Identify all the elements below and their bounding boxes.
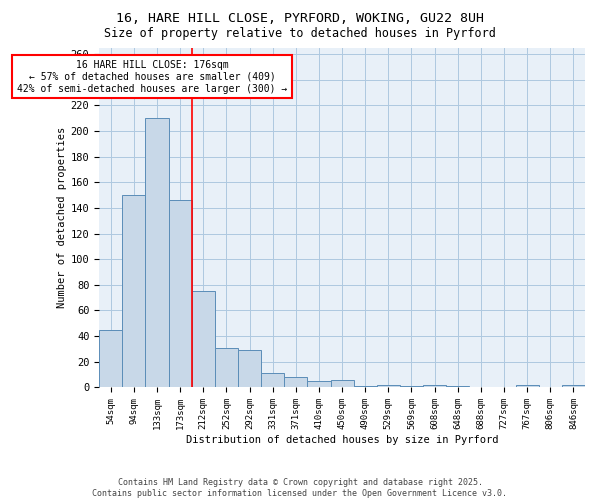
Bar (377, 385, 400, 388)
Bar (145, 118, 169, 388)
Text: Size of property relative to detached houses in Pyrford: Size of property relative to detached ho… (104, 28, 496, 40)
Bar (331, 380, 353, 388)
Bar (169, 200, 192, 388)
Bar (400, 386, 423, 388)
Bar (446, 386, 469, 388)
Text: Contains HM Land Registry data © Crown copyright and database right 2025.
Contai: Contains HM Land Registry data © Crown c… (92, 478, 508, 498)
Text: 16 HARE HILL CLOSE: 176sqm
← 57% of detached houses are smaller (409)
42% of sem: 16 HARE HILL CLOSE: 176sqm ← 57% of deta… (17, 60, 287, 94)
Bar (307, 381, 331, 388)
Y-axis label: Number of detached properties: Number of detached properties (56, 127, 67, 308)
Bar (215, 348, 238, 388)
X-axis label: Distribution of detached houses by size in Pyrford: Distribution of detached houses by size … (186, 435, 499, 445)
Text: 16, HARE HILL CLOSE, PYRFORD, WOKING, GU22 8UH: 16, HARE HILL CLOSE, PYRFORD, WOKING, GU… (116, 12, 484, 26)
Bar (515, 385, 539, 388)
Bar (238, 350, 261, 388)
Bar (353, 386, 377, 388)
Bar (122, 195, 145, 388)
Bar (562, 385, 585, 388)
Bar (423, 385, 446, 388)
Bar (192, 292, 215, 388)
Bar (99, 330, 122, 388)
Bar (261, 374, 284, 388)
Bar (284, 377, 307, 388)
